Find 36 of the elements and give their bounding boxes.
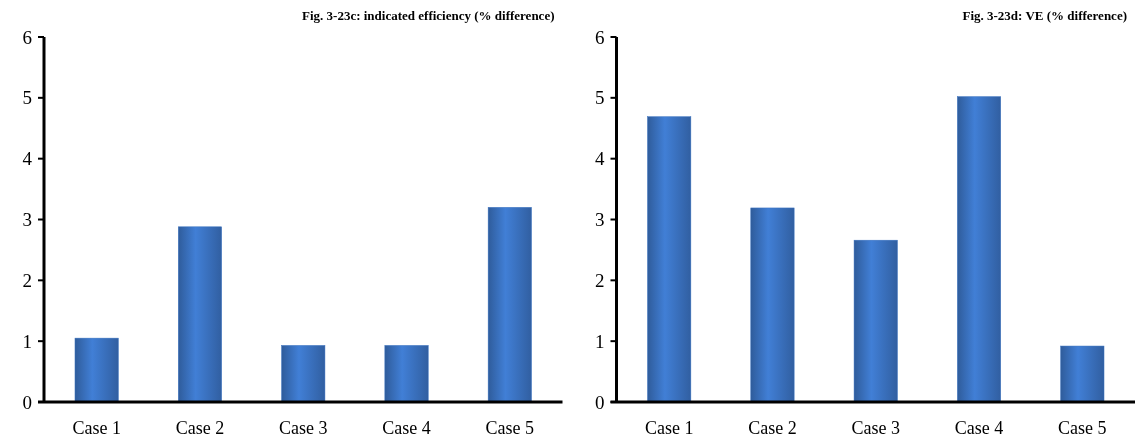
x-tick-label: Case 1	[72, 418, 121, 438]
bar	[1060, 345, 1105, 403]
y-tick-label: 6	[595, 26, 605, 48]
chart-title: Fig. 3-23c: indicated efficiency (% difference)	[302, 8, 555, 23]
x-tick-label: Case 5	[485, 418, 535, 438]
chart-title: Fig. 3-23d: VE (% difference)	[962, 8, 1127, 23]
bar	[384, 345, 429, 403]
y-tick-label: 1	[22, 330, 32, 352]
bar	[487, 207, 532, 403]
y-tick-label: 0	[595, 391, 605, 413]
x-tick-label: Case 2	[175, 418, 225, 438]
y-tick-label: 5	[22, 87, 32, 109]
bar	[647, 116, 692, 403]
bar	[957, 96, 1001, 403]
bar	[74, 337, 119, 403]
bar	[178, 226, 222, 403]
x-tick-label: Case 4	[954, 418, 1004, 438]
y-tick-label: 6	[22, 26, 32, 48]
x-tick-label: Case 5	[1058, 418, 1107, 438]
x-tick-label: Case 4	[382, 418, 431, 438]
y-tick-label: 1	[595, 330, 605, 352]
x-tick-label: Case 2	[748, 418, 797, 438]
bar	[281, 345, 326, 403]
bar	[853, 239, 898, 403]
bar	[750, 207, 795, 403]
y-tick-label: 2	[22, 269, 32, 291]
y-tick-label: 2	[595, 269, 605, 291]
y-tick-label: 0	[22, 391, 32, 413]
y-tick-label: 5	[595, 87, 605, 109]
y-tick-label: 3	[22, 209, 32, 231]
x-tick-label: Case 1	[644, 418, 694, 438]
y-tick-label: 3	[595, 209, 605, 231]
y-tick-label: 4	[22, 148, 33, 170]
y-tick-label: 4	[595, 148, 605, 170]
x-tick-label: Case 3	[279, 418, 328, 438]
x-tick-label: Case 3	[851, 418, 900, 438]
